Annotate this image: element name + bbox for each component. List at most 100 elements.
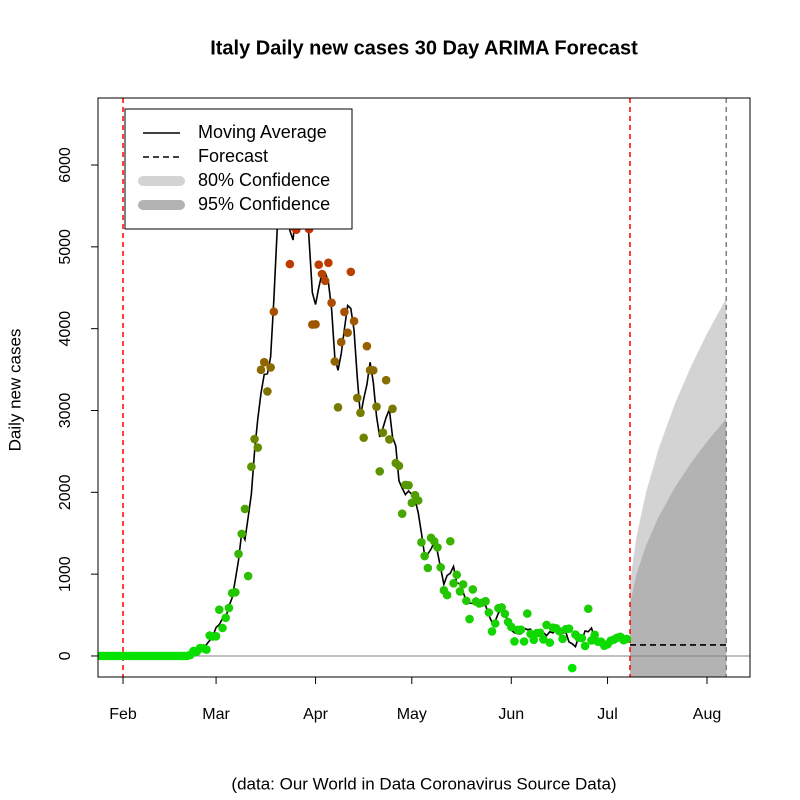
data-point — [458, 580, 468, 589]
data-point — [243, 571, 253, 581]
legend-label: Forecast — [198, 146, 268, 166]
x-tick-label: Mar — [202, 706, 230, 723]
data-point — [462, 596, 471, 606]
data-point — [256, 365, 266, 375]
data-point — [247, 462, 256, 472]
data-point — [413, 496, 423, 505]
data-point — [214, 605, 224, 614]
data-point — [311, 320, 320, 329]
data-point — [442, 590, 452, 600]
data-point — [346, 267, 356, 277]
data-point — [558, 634, 567, 644]
data-point — [211, 632, 221, 641]
data-point — [202, 645, 211, 654]
data-point — [500, 609, 510, 619]
data-point — [218, 623, 227, 633]
series-line — [100, 159, 628, 657]
data-point — [269, 307, 279, 317]
data-point — [381, 375, 391, 385]
data-point — [577, 633, 587, 643]
data-point — [516, 625, 526, 635]
plot-frame — [97, 97, 751, 678]
data-point — [343, 328, 352, 337]
data-point — [529, 635, 539, 645]
plot-area — [98, 98, 750, 677]
data-point — [423, 563, 433, 573]
axes: 0 1000 2000 3000 4000 5000 6000 Feb Mar Apr May Jun… — [57, 97, 751, 723]
data-point — [523, 609, 532, 618]
x-tick-label: Aug — [693, 706, 721, 723]
data-point — [484, 608, 494, 617]
y-tick-label: 4000 — [57, 311, 74, 347]
data-point — [285, 259, 295, 269]
y-tick-label: 6000 — [57, 147, 74, 183]
data-point — [397, 509, 407, 518]
data-point — [583, 604, 593, 614]
data-point — [263, 387, 272, 396]
y-tick-label: 1000 — [57, 556, 74, 592]
data-point — [455, 587, 465, 596]
caption: (data: Our World in Data Coronavirus Sou… — [231, 774, 616, 793]
data-point — [567, 663, 577, 673]
data-point — [487, 627, 497, 636]
data-point — [359, 433, 368, 443]
confidence-band — [629, 418, 727, 677]
data-point — [564, 624, 574, 634]
data-point — [580, 641, 590, 651]
data-point — [535, 628, 545, 638]
data-point — [356, 408, 365, 418]
data-point — [362, 341, 372, 351]
legend-label: Moving Average — [198, 122, 327, 142]
data-point — [320, 276, 330, 286]
data-point — [388, 404, 397, 414]
data-point — [519, 637, 529, 646]
chart-title: Italy Daily new cases 30 Day ARIMA Forec… — [210, 37, 638, 59]
data-point — [317, 269, 327, 279]
legend-label: 95% Confidence — [198, 194, 330, 214]
x-tick-label: Jun — [498, 706, 524, 723]
data-point — [327, 298, 336, 308]
data-point — [506, 622, 516, 632]
data-point — [433, 543, 442, 552]
data-point — [481, 596, 490, 606]
data-point — [259, 357, 269, 367]
data-point — [375, 467, 385, 476]
data-point — [240, 504, 250, 514]
data-point — [420, 551, 429, 561]
data-point — [545, 638, 555, 647]
data-point — [394, 461, 404, 471]
legend-label: 80% Confidence — [198, 170, 330, 190]
data-point — [221, 613, 231, 623]
data-point — [385, 435, 394, 444]
y-tick-label: 0 — [57, 651, 74, 660]
data-point — [539, 635, 548, 644]
data-point — [231, 588, 240, 597]
data-point — [465, 614, 474, 624]
data-point — [333, 403, 343, 412]
data-point — [449, 579, 458, 588]
data-point — [253, 443, 263, 452]
data-point — [237, 529, 247, 539]
x-tick-label: Feb — [109, 706, 137, 723]
data-point — [622, 634, 632, 644]
x-tick-label: May — [397, 706, 427, 723]
data-point — [542, 620, 551, 630]
y-axis-label: Daily new cases — [5, 329, 24, 452]
data-point — [490, 619, 500, 628]
data-point — [369, 366, 378, 375]
data-point — [224, 603, 234, 613]
data-point — [446, 536, 455, 546]
data-point — [330, 357, 340, 366]
x-tick-label: Jul — [597, 706, 617, 723]
data-point — [349, 316, 359, 326]
data-point — [372, 402, 381, 411]
data-point — [436, 563, 445, 572]
data-point — [590, 630, 600, 640]
x-tick-label: Apr — [303, 706, 329, 723]
data-point — [404, 480, 413, 490]
data-point — [324, 258, 333, 268]
data-point — [352, 393, 362, 403]
data-point — [378, 428, 388, 437]
